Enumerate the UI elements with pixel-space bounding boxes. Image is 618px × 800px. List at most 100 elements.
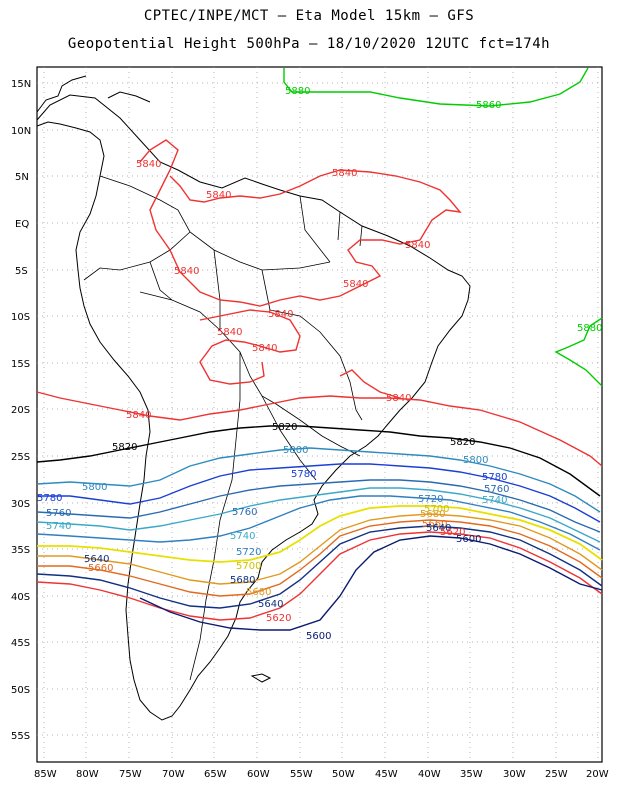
lat-label: 15S bbox=[11, 359, 30, 370]
contour-label: 5880 bbox=[285, 86, 310, 97]
lat-label: 35S bbox=[11, 545, 30, 556]
contour-5840-brazil bbox=[339, 369, 401, 399]
contour-label: 5680 bbox=[420, 509, 445, 520]
contour-5820 bbox=[36, 425, 601, 497]
contour-label: 5840 bbox=[252, 343, 277, 354]
lat-label: 5N bbox=[15, 172, 29, 183]
contour-label: 5640 bbox=[84, 554, 109, 565]
contour-5740 bbox=[36, 487, 601, 543]
contour-5880-north bbox=[283, 67, 589, 107]
contour-label: 5800 bbox=[283, 445, 308, 456]
contour-label: 5720 bbox=[418, 494, 443, 505]
latitude-labels: 15N 10N 5N EQ 5S 10S 15S 20S 25S 30S 35S… bbox=[11, 79, 31, 742]
contour-label: 5840 bbox=[268, 309, 293, 320]
contour-5840-amazon bbox=[139, 139, 462, 307]
contour-label: 5660 bbox=[422, 519, 447, 530]
contour-5680 bbox=[37, 513, 603, 585]
lon-label: 40W bbox=[418, 769, 441, 780]
lon-label: 65W bbox=[204, 769, 227, 780]
contour-label: 5640 bbox=[426, 523, 451, 534]
contour-label: 5780 bbox=[291, 469, 316, 480]
contour-5620 bbox=[36, 531, 603, 621]
contour-5660 bbox=[37, 519, 603, 597]
lon-label: 45W bbox=[375, 769, 398, 780]
lon-label: 20W bbox=[586, 769, 609, 780]
contour-label: 5820 bbox=[112, 442, 137, 453]
lat-label: 50S bbox=[11, 685, 30, 696]
contour-label: 5860 bbox=[476, 100, 501, 111]
lat-label: 10S bbox=[11, 312, 30, 323]
contour-5760 bbox=[36, 479, 601, 533]
contour-label: 5800 bbox=[463, 455, 488, 466]
lat-label: 40S bbox=[11, 592, 30, 603]
map-frame bbox=[36, 66, 603, 763]
map-title: CPTEC/INPE/MCT – Eta Model 15km – GFS bbox=[143, 8, 475, 24]
lat-label: EQ bbox=[15, 219, 29, 230]
contour-5700 bbox=[37, 505, 603, 563]
lon-label: 50W bbox=[332, 769, 355, 780]
contour-label: 5600 bbox=[456, 534, 481, 545]
lat-label: 55S bbox=[11, 731, 30, 742]
contour-label: 5840 bbox=[126, 410, 151, 421]
lon-label: 30W bbox=[503, 769, 526, 780]
contour-label: 5680 bbox=[246, 587, 271, 598]
map-subtitle: Geopotential Height 500hPa – 18/10/2020 … bbox=[67, 36, 551, 52]
contour-5800 bbox=[36, 447, 601, 513]
contour-label: 5820 bbox=[272, 422, 297, 433]
falklands-islands bbox=[250, 673, 272, 683]
lat-label: 5S bbox=[15, 266, 28, 277]
central-america-coast bbox=[36, 75, 151, 113]
contour-label: 5840 bbox=[136, 159, 161, 170]
contour-5880-east bbox=[554, 317, 603, 387]
lon-label: 80W bbox=[76, 769, 99, 780]
contour-label: 5680 bbox=[230, 575, 255, 586]
contour-label: 5780 bbox=[37, 493, 62, 504]
lon-label: 25W bbox=[545, 769, 568, 780]
contour-label: 5660 bbox=[88, 563, 113, 574]
lon-label: 35W bbox=[460, 769, 483, 780]
contour-label: 5840 bbox=[217, 327, 242, 338]
contour-5780 bbox=[37, 463, 601, 523]
contour-label: 5840 bbox=[343, 279, 368, 290]
contour-label: 5700 bbox=[236, 561, 261, 572]
lat-label: 10N bbox=[11, 126, 31, 137]
contour-label: 5760 bbox=[46, 508, 71, 519]
coastline bbox=[36, 94, 471, 721]
lon-label: 55W bbox=[290, 769, 313, 780]
contour-5720 bbox=[36, 495, 601, 551]
contour-label: 5840 bbox=[332, 168, 357, 179]
contour-label: 5720 bbox=[236, 547, 261, 558]
lon-label: 70W bbox=[162, 769, 185, 780]
lon-label: 75W bbox=[119, 769, 142, 780]
contour-5640 bbox=[36, 525, 603, 609]
contour-label: 5840 bbox=[386, 393, 411, 404]
contour-5840-south bbox=[36, 391, 603, 467]
lon-label: 85W bbox=[34, 769, 57, 780]
contour-label: 5740 bbox=[482, 495, 507, 506]
lat-label: 20S bbox=[11, 405, 30, 416]
contour-label: 5740 bbox=[230, 531, 255, 542]
contour-labels: 5880 5860 5880 5840 5840 5840 5840 5840 … bbox=[37, 86, 602, 642]
contour-label: 5620 bbox=[266, 613, 291, 624]
contour-label: 5760 bbox=[232, 507, 257, 518]
contour-label: 5760 bbox=[484, 484, 509, 495]
lat-label: 25S bbox=[11, 452, 30, 463]
contour-5840-bolivia bbox=[199, 309, 301, 385]
contour-label: 5620 bbox=[440, 527, 465, 538]
contour-label: 5700 bbox=[424, 504, 449, 515]
longitude-labels: 85W 80W 75W 70W 65W 60W 55W 50W 45W 40W … bbox=[34, 769, 609, 780]
contour-label: 5880 bbox=[577, 323, 602, 334]
contour-label: 5840 bbox=[405, 240, 430, 251]
contours bbox=[36, 67, 603, 631]
lat-label: 15N bbox=[11, 79, 31, 90]
lon-label: 60W bbox=[247, 769, 270, 780]
contour-5600 bbox=[139, 535, 603, 631]
contour-label: 5600 bbox=[306, 631, 331, 642]
gridlines bbox=[37, 67, 602, 762]
contour-label: 5740 bbox=[46, 521, 71, 532]
lat-label: 45S bbox=[11, 638, 30, 649]
lat-label: 30S bbox=[11, 499, 30, 510]
contour-label: 5840 bbox=[174, 266, 199, 277]
contour-label: 5780 bbox=[482, 472, 507, 483]
